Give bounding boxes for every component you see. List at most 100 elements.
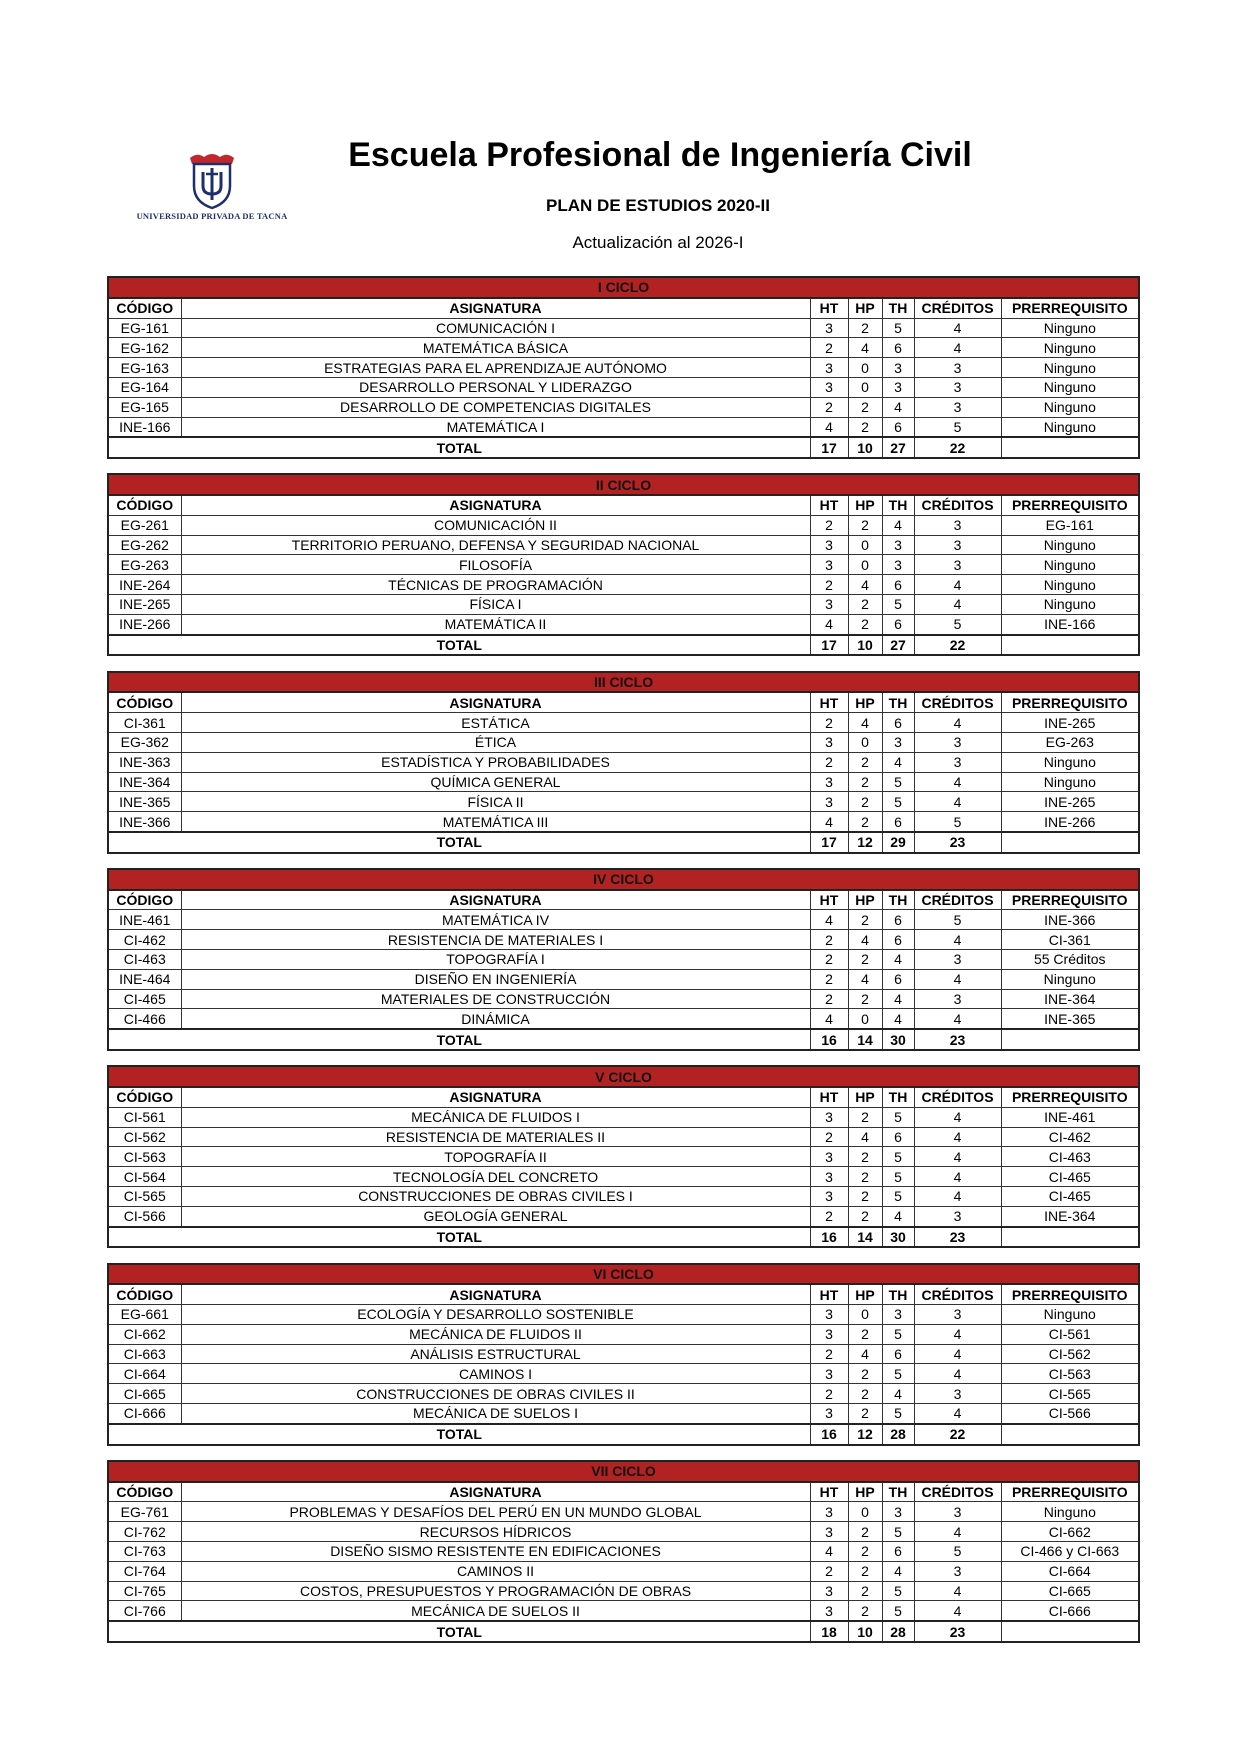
total-ht: 17 xyxy=(809,633,849,656)
cell-th: 5 xyxy=(881,771,915,793)
table-row: INE-265 FÍSICA I 3 2 5 4 Ninguno xyxy=(107,594,1140,615)
cell-hp: 0 xyxy=(847,376,883,398)
total-creditos: 23 xyxy=(913,830,1002,854)
cell-creditos: 5 xyxy=(913,909,1002,931)
cell-asignatura: TÉCNICAS DE PROGRAMACIÓN xyxy=(180,574,811,596)
cell-hp: 2 xyxy=(847,988,883,1010)
total-hp: 10 xyxy=(847,1620,883,1643)
cell-creditos: 3 xyxy=(913,357,1002,378)
total-hp: 10 xyxy=(847,436,883,459)
cell-th: 5 xyxy=(881,317,915,339)
cell-th: 5 xyxy=(881,1323,915,1345)
table-row: CI-762 RECURSOS HÍDRICOS 3 2 5 4 CI-662 xyxy=(107,1521,1140,1542)
column-header-asignatura: ASIGNATURA xyxy=(180,1283,811,1306)
cell-prerrequisito: INE-364 xyxy=(1000,1205,1140,1228)
cell-creditos: 4 xyxy=(913,1403,1002,1425)
column-header-codigo: CÓDIGO xyxy=(107,1481,182,1503)
cell-asignatura: TECNOLOGÍA DEL CONCRETO xyxy=(180,1166,811,1187)
cell-ht: 4 xyxy=(809,1540,849,1562)
cell-hp: 0 xyxy=(847,1304,883,1325)
cell-codigo: CI-466 xyxy=(107,1008,182,1030)
cell-ht: 3 xyxy=(809,534,849,556)
column-header-codigo: CÓDIGO xyxy=(107,889,182,911)
cell-th: 4 xyxy=(881,988,915,1010)
cell-th: 5 xyxy=(881,1146,915,1168)
cell-asignatura: COSTOS, PRESUPUESTOS Y PROGRAMACIÓN DE O… xyxy=(180,1580,811,1602)
column-header-hp: HP xyxy=(847,1283,883,1306)
table-row: CI-763 DISEÑO SISMO RESISTENTE EN EDIFICA… xyxy=(107,1540,1140,1562)
total-ht: 18 xyxy=(809,1620,849,1643)
cell-hp: 2 xyxy=(847,1205,883,1228)
total-label: TOTAL xyxy=(107,1620,811,1643)
ciclo-header: V CICLO xyxy=(107,1065,1140,1088)
cell-asignatura: ESTRATEGIAS PARA EL APRENDIZAJE AUTÓNOMO xyxy=(180,357,811,378)
column-header-creditos: CRÉDITOS xyxy=(913,297,1002,319)
column-header-ht: HT xyxy=(809,297,849,319)
cell-asignatura: MATEMÁTICA IV xyxy=(180,909,811,931)
cell-ht: 4 xyxy=(809,613,849,636)
cell-hp: 0 xyxy=(847,534,883,556)
cell-codigo: INE-265 xyxy=(107,594,182,615)
cell-prerrequisito: INE-461 xyxy=(1000,1106,1140,1128)
cell-asignatura: RECURSOS HÍDRICOS xyxy=(180,1521,811,1542)
cell-prerrequisito: Ninguno xyxy=(1000,574,1140,596)
ciclo-header: VI CICLO xyxy=(107,1263,1140,1286)
cell-th: 6 xyxy=(881,1540,915,1562)
cell-prerrequisito: INE-364 xyxy=(1000,988,1140,1010)
cell-codigo: EG-362 xyxy=(107,731,182,753)
column-header-prerrequisito: PRERREQUISITO xyxy=(1000,1086,1140,1108)
total-creditos: 22 xyxy=(913,436,1002,459)
table-row: INE-365 FÍSICA II 3 2 5 4 INE-265 xyxy=(107,791,1140,813)
cell-asignatura: RESISTENCIA DE MATERIALES I xyxy=(180,929,811,951)
total-hp: 12 xyxy=(847,1422,883,1446)
cell-codigo: INE-363 xyxy=(107,751,182,773)
cell-th: 3 xyxy=(881,554,915,576)
cell-hp: 0 xyxy=(847,554,883,576)
cell-codigo: INE-166 xyxy=(107,416,182,438)
table-row: CI-562 RESISTENCIA DE MATERIALES II 2 4 6 4 CI… xyxy=(107,1126,1140,1148)
column-headers: CÓDIGO ASIGNATURA HT HP TH CRÉDITOS PRERREQUIS… xyxy=(107,691,1140,714)
column-header-codigo: CÓDIGO xyxy=(107,494,182,516)
column-header-creditos: CRÉDITOS xyxy=(913,1283,1002,1306)
cell-creditos: 4 xyxy=(913,1146,1002,1168)
cell-th: 5 xyxy=(881,1166,915,1187)
ciclo-title: VII CICLO xyxy=(107,1460,1140,1483)
column-header-hp: HP xyxy=(847,691,883,714)
cell-codigo: EG-161 xyxy=(107,317,182,339)
cell-ht: 3 xyxy=(809,771,849,793)
cell-creditos: 3 xyxy=(913,751,1002,773)
cell-codigo: CI-664 xyxy=(107,1363,182,1385)
cell-codigo: CI-566 xyxy=(107,1205,182,1228)
table-row: INE-461 MATEMÁTICA IV 4 2 6 5 INE-366 xyxy=(107,909,1140,931)
cell-prerrequisito: CI-666 xyxy=(1000,1600,1140,1622)
cell-creditos: 3 xyxy=(913,988,1002,1010)
column-header-prerrequisito: PRERREQUISITO xyxy=(1000,889,1140,911)
cell-th: 4 xyxy=(881,396,915,418)
column-header-asignatura: ASIGNATURA xyxy=(180,494,811,516)
column-header-asignatura: ASIGNATURA xyxy=(180,297,811,319)
cell-th: 6 xyxy=(881,337,915,359)
cell-asignatura: MECÁNICA DE FLUIDOS I xyxy=(180,1106,811,1128)
column-header-codigo: CÓDIGO xyxy=(107,1283,182,1306)
cell-prerrequisito: CI-565 xyxy=(1000,1383,1140,1405)
cell-prerrequisito: CI-463 xyxy=(1000,1146,1140,1168)
cell-ht: 4 xyxy=(809,416,849,438)
cell-prerrequisito: Ninguno xyxy=(1000,1501,1140,1523)
cell-asignatura: MATEMÁTICA III xyxy=(180,811,811,833)
cell-creditos: 4 xyxy=(913,594,1002,615)
cell-asignatura: COMUNICACIÓN I xyxy=(180,317,811,339)
cell-ht: 2 xyxy=(809,968,849,990)
cell-prerrequisito: Ninguno xyxy=(1000,317,1140,339)
total-label: TOTAL xyxy=(107,633,811,656)
total-creditos: 23 xyxy=(913,1028,1002,1051)
table-row: CI-764 CAMINOS II 2 2 4 3 CI-664 xyxy=(107,1560,1140,1582)
table-row: INE-363 ESTADÍSTICA Y PROBABILIDADES 2 2 4 3 N… xyxy=(107,751,1140,773)
university-logo: UNIVERSIDAD PRIVADA DE TACNA xyxy=(127,150,297,226)
ciclo-table: III CICLO CÓDIGO ASIGNATURA HT HP TH CRÉDITOS P… xyxy=(107,670,1141,854)
column-headers: CÓDIGO ASIGNATURA HT HP TH CRÉDITOS PRERREQUIS… xyxy=(107,297,1140,319)
cell-asignatura: MATERIALES DE CONSTRUCCIÓN xyxy=(180,988,811,1010)
table-row: CI-561 MECÁNICA DE FLUIDOS I 3 2 5 4 INE-461 xyxy=(107,1106,1140,1128)
cell-creditos: 4 xyxy=(913,337,1002,359)
cell-creditos: 4 xyxy=(913,1106,1002,1128)
cell-th: 6 xyxy=(881,1343,915,1365)
